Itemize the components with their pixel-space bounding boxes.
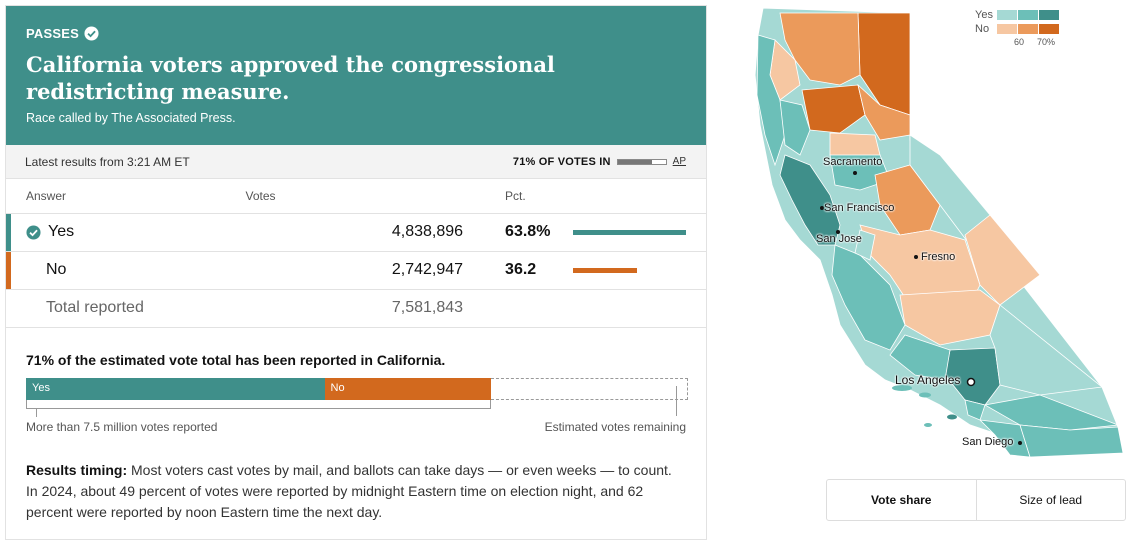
region-sacramento — [829, 154, 891, 191]
estimate-headline: 71% of the estimated vote total has been… — [26, 352, 446, 368]
channel-island-2 — [919, 392, 931, 398]
race-call-note: Race called by The Associated Press. — [26, 111, 236, 125]
region-san-diego — [978, 419, 1031, 458]
region-mendocino — [779, 99, 811, 156]
race-status: PASSES — [26, 26, 686, 41]
region-shasta — [801, 84, 866, 134]
city-fresno: Fresno — [921, 251, 956, 263]
results-table: Answer Votes Pct. Yes 4, — [6, 179, 706, 327]
san-jose-dot — [836, 230, 840, 234]
region-imperial — [1019, 424, 1124, 458]
california-county-map — [754, 7, 1124, 458]
results-meta-bar: Latest results from 3:21 AM ET 71% OF VO… — [6, 145, 706, 179]
estimate-no-segment: No — [324, 378, 491, 400]
check-circle-icon — [84, 26, 99, 41]
san-francisco-dot — [820, 206, 824, 210]
no-side-marker — [6, 251, 11, 289]
city-san-diego: San Diego — [962, 436, 1014, 448]
answer-yes: Yes — [48, 223, 75, 240]
winner-check-icon — [26, 224, 41, 240]
table-row-no: No 2,742,947 36.2 — [6, 250, 706, 289]
san-diego-dot — [1018, 441, 1022, 445]
race-headline: California voters approved the congressi… — [26, 52, 555, 104]
channel-island-1 — [892, 385, 912, 391]
table-row-total: Total reported 7,581,843 — [6, 288, 706, 327]
channel-island-3 — [947, 414, 957, 420]
results-card: PASSES California voters approved the co… — [5, 5, 707, 540]
sacramento-dot — [853, 171, 857, 175]
estimate-bracket — [26, 386, 686, 420]
legend-no-swatch-3 — [1039, 24, 1059, 34]
legend-yes-swatch-1 — [997, 10, 1017, 20]
votes-in-label: 71% OF VOTES IN — [512, 155, 611, 168]
votes-in-meter — [616, 158, 667, 165]
legend-tick-60: 60 — [1014, 37, 1025, 47]
timing-label: Results timing: — [26, 462, 128, 478]
region-bay-area — [779, 154, 841, 246]
col-answer: Answer — [26, 188, 67, 203]
los-angeles-dot — [966, 377, 976, 387]
region-san-benito — [854, 229, 876, 261]
estimate-bar: Yes No — [26, 378, 688, 400]
votes-no: 2,742,947 — [245, 250, 464, 289]
region-san-bernardino — [989, 304, 1103, 396]
col-votes: Votes — [245, 188, 276, 203]
fresno-dot — [914, 255, 918, 259]
race-header: PASSES California voters approved the co… — [6, 6, 706, 145]
legend-yes-label: Yes — [975, 9, 993, 21]
votes-in-meter-fill — [617, 159, 652, 164]
legend-yes-swatch-3 — [1039, 10, 1059, 20]
yes-side-marker — [6, 213, 11, 251]
size-of-lead-button[interactable]: Size of lead — [975, 480, 1126, 520]
col-pct: Pct. — [505, 188, 526, 203]
pct-no: 36.2 — [505, 261, 537, 278]
legend-no-swatch-1 — [997, 24, 1017, 34]
ap-source-link[interactable]: AP — [672, 156, 686, 167]
region-central-coast — [831, 244, 906, 351]
total-votes: 7,581,843 — [245, 288, 464, 327]
legend-no-label: No — [975, 23, 990, 35]
region-north — [779, 12, 861, 86]
results-timing-note: Results timing: Most voters cast votes b… — [6, 434, 706, 523]
table-row-yes: Yes 4,838,896 63.8% — [6, 212, 706, 251]
region-inyo — [964, 214, 1041, 306]
remaining-label: Estimated votes remaining — [544, 420, 686, 434]
city-los-angeles: Los Angeles — [895, 373, 961, 387]
city-san-francisco: San Francisco — [824, 202, 895, 214]
answer-no: No — [46, 261, 67, 278]
legend-no-swatch-2 — [1018, 24, 1038, 34]
region-riverside — [983, 394, 1119, 431]
channel-island-4 — [924, 423, 932, 427]
remaining-tick — [676, 386, 677, 416]
city-san-jose: San Jose — [816, 233, 862, 245]
reported-label: More than 7.5 million votes reported — [26, 420, 218, 434]
estimate-yes-segment: Yes — [26, 378, 325, 400]
region-ventura — [889, 334, 951, 381]
status-label: PASSES — [26, 26, 79, 41]
timing-text: Most voters cast votes by mail, and ball… — [26, 462, 672, 520]
pct-bar-yes — [573, 229, 686, 235]
latest-results-time: Latest results from 3:21 AM ET — [25, 154, 190, 169]
total-label: Total reported — [46, 299, 144, 317]
votes-yes: 4,838,896 — [245, 212, 464, 251]
reported-bracket — [26, 400, 491, 409]
map-view-toggle: Vote share Size of lead — [826, 479, 1126, 521]
reported-tick — [36, 409, 37, 417]
pct-bar-no — [573, 267, 638, 273]
city-sacramento: Sacramento — [823, 156, 883, 168]
estimate-remaining-segment — [490, 378, 688, 400]
map-legend: Yes No 60 70% — [975, 9, 1060, 47]
legend-tick-70: 70% — [1037, 37, 1056, 47]
pct-yes: 63.8% — [505, 223, 551, 240]
legend-yes-swatch-2 — [1018, 10, 1038, 20]
vote-share-button[interactable]: Vote share — [871, 493, 932, 507]
